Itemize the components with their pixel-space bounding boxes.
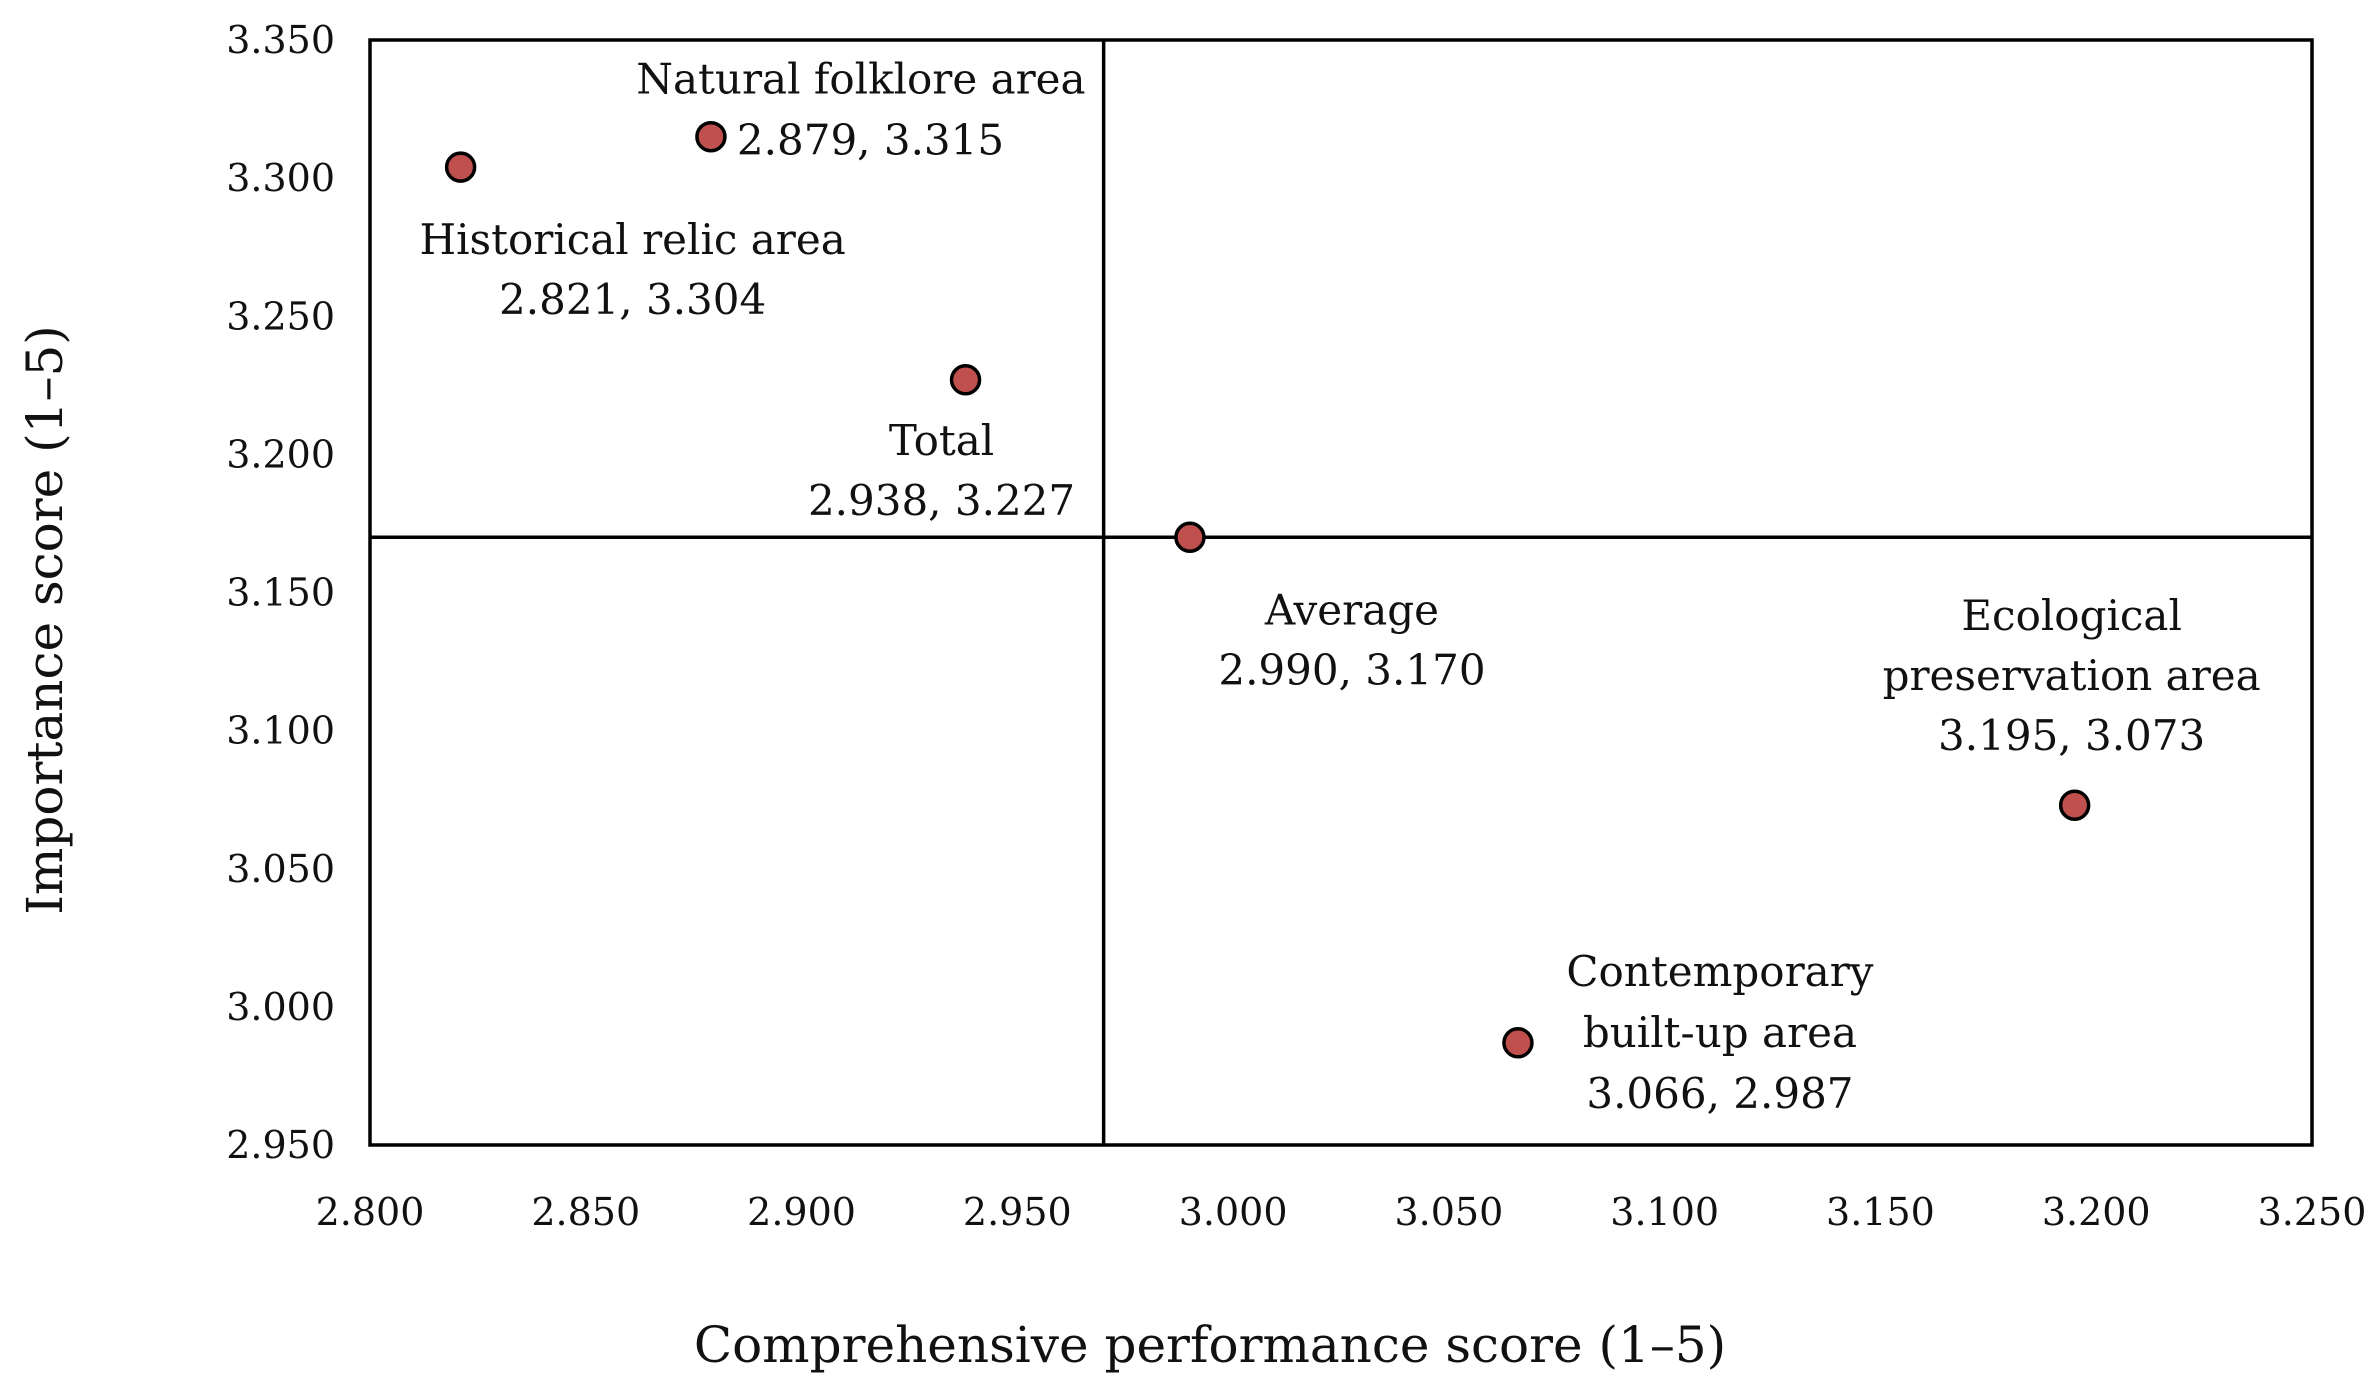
- x-axis-title: Comprehensive performance score (1–5): [694, 1316, 1726, 1374]
- x-tick-label: 3.100: [1610, 1190, 1719, 1234]
- point-label: built-up area: [1583, 1008, 1857, 1057]
- data-point-marker: [1502, 1027, 1534, 1059]
- reference-lines: [370, 40, 2312, 1145]
- y-axis-title: Importance score (1–5): [16, 325, 74, 915]
- point-label: Average: [1264, 585, 1439, 634]
- point-label: 2.879, 3.315: [737, 116, 1004, 165]
- y-tick-label: 3.300: [226, 156, 335, 200]
- y-tick-label: 3.050: [226, 847, 335, 891]
- y-axis-ticks: 2.950 3.000 3.050 3.100 3.150 3.200 3.250 3.300…: [226, 18, 335, 1167]
- x-tick-label: 2.850: [531, 1190, 640, 1234]
- y-tick-label: 3.150: [226, 571, 335, 615]
- point-label: 3.195, 3.073: [1938, 711, 2205, 760]
- x-tick-label: 2.900: [747, 1190, 856, 1234]
- y-tick-label: 3.200: [226, 432, 335, 476]
- point-label: 2.938, 3.227: [808, 476, 1075, 525]
- x-tick-label: 2.800: [316, 1190, 425, 1234]
- x-tick-label: 2.950: [963, 1190, 1072, 1234]
- plot-area: [368, 38, 2314, 1147]
- point-label: Total: [889, 416, 994, 465]
- point-label: 2.821, 3.304: [499, 275, 766, 324]
- data-point-marker: [1174, 521, 1206, 553]
- point-label: Historical relic area: [419, 215, 845, 264]
- x-tick-label: 3.050: [1394, 1190, 1503, 1234]
- point-label: 3.066, 2.987: [1586, 1069, 1853, 1118]
- point-labels: Natural folklore area 2.879, 3.315 Histori…: [419, 55, 2260, 1118]
- x-tick-label: 3.000: [1179, 1190, 1288, 1234]
- y-tick-label: 2.950: [226, 1123, 335, 1167]
- y-tick-label: 3.350: [226, 18, 335, 62]
- x-tick-label: 3.250: [2258, 1190, 2367, 1234]
- data-point-marker: [2058, 789, 2091, 821]
- y-tick-label: 3.250: [226, 294, 335, 338]
- data-point-marker: [949, 364, 982, 396]
- y-tick-label: 3.100: [226, 709, 335, 753]
- x-tick-label: 3.150: [1826, 1190, 1935, 1234]
- point-label: 2.990, 3.170: [1218, 645, 1485, 694]
- point-label: Natural folklore area: [636, 55, 1085, 104]
- y-tick-label: 3.000: [226, 985, 335, 1029]
- point-label: Contemporary: [1566, 947, 1873, 996]
- x-axis-ticks: 2.800 2.850 2.900 2.950 3.000 3.050 3.100 3.150…: [316, 1190, 2367, 1234]
- data-point-marker: [695, 120, 727, 153]
- x-tick-label: 3.200: [2042, 1190, 2151, 1234]
- data-point-marker: [444, 151, 477, 183]
- data-points: [444, 120, 2091, 1059]
- point-label: Ecological: [1961, 591, 2182, 640]
- point-label: preservation area: [1883, 651, 2261, 700]
